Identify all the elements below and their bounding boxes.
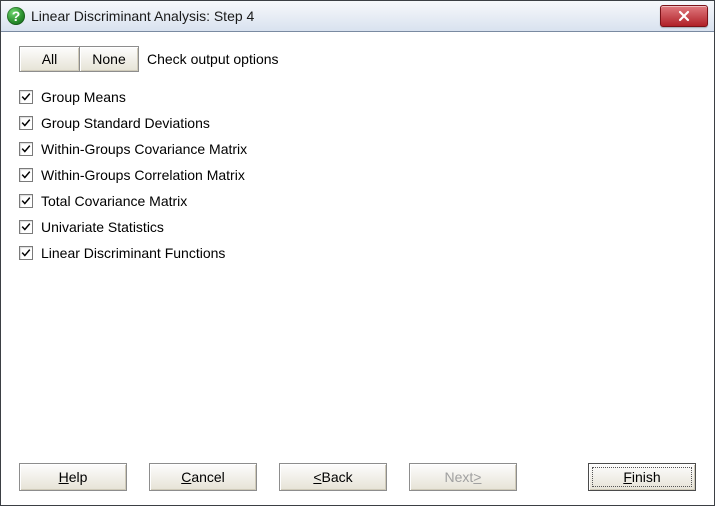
toolbar-hint: Check output options xyxy=(147,51,279,67)
button-accel: H xyxy=(59,469,69,485)
select-toolbar: All None Check output options xyxy=(19,46,696,72)
button-post: inish xyxy=(632,469,661,485)
close-button[interactable] xyxy=(660,5,708,27)
option-row[interactable]: Linear Discriminant Functions xyxy=(19,242,696,264)
dialog-footer: Help Cancel < Back Next > Finish xyxy=(19,451,696,491)
option-row[interactable]: Within-Groups Correlation Matrix xyxy=(19,164,696,186)
next-button: Next > xyxy=(409,463,517,491)
select-all-button[interactable]: All xyxy=(19,46,79,72)
option-label: Linear Discriminant Functions xyxy=(41,245,225,261)
cancel-button[interactable]: Cancel xyxy=(149,463,257,491)
dialog-window: ? Linear Discriminant Analysis: Step 4 A… xyxy=(0,0,715,506)
button-gt: > xyxy=(473,469,481,485)
option-row[interactable]: Group Means xyxy=(19,86,696,108)
option-label: Within-Groups Covariance Matrix xyxy=(41,141,247,157)
option-label: Univariate Statistics xyxy=(41,219,164,235)
button-accel: C xyxy=(181,469,191,485)
finish-button[interactable]: Finish xyxy=(588,463,696,491)
options-list: Group Means Group Standard Deviations With… xyxy=(19,86,696,264)
option-checkbox[interactable] xyxy=(19,168,33,182)
title-bar[interactable]: ? Linear Discriminant Analysis: Step 4 xyxy=(1,1,714,32)
button-accel: B xyxy=(322,469,331,485)
close-icon xyxy=(677,10,691,22)
option-label: Within-Groups Correlation Matrix xyxy=(41,167,245,183)
option-checkbox[interactable] xyxy=(19,142,33,156)
option-checkbox[interactable] xyxy=(19,116,33,130)
option-label: Group Standard Deviations xyxy=(41,115,210,131)
button-post: ancel xyxy=(191,469,224,485)
button-post: elp xyxy=(69,469,88,485)
option-row[interactable]: Total Covariance Matrix xyxy=(19,190,696,212)
option-checkbox[interactable] xyxy=(19,220,33,234)
option-checkbox[interactable] xyxy=(19,246,33,260)
option-label: Total Covariance Matrix xyxy=(41,193,187,209)
help-icon: ? xyxy=(7,7,25,25)
button-text: Next xyxy=(445,469,474,485)
button-lt: < xyxy=(313,469,321,485)
window-title: Linear Discriminant Analysis: Step 4 xyxy=(31,8,254,24)
button-accel: F xyxy=(623,469,632,485)
option-label: Group Means xyxy=(41,89,126,105)
client-area: All None Check output options Group Mean… xyxy=(1,32,714,505)
option-checkbox[interactable] xyxy=(19,194,33,208)
option-row[interactable]: Group Standard Deviations xyxy=(19,112,696,134)
option-row[interactable]: Within-Groups Covariance Matrix xyxy=(19,138,696,160)
option-row[interactable]: Univariate Statistics xyxy=(19,216,696,238)
select-none-button[interactable]: None xyxy=(79,46,139,72)
option-checkbox[interactable] xyxy=(19,90,33,104)
back-button[interactable]: < Back xyxy=(279,463,387,491)
help-button[interactable]: Help xyxy=(19,463,127,491)
button-post: ack xyxy=(331,469,353,485)
